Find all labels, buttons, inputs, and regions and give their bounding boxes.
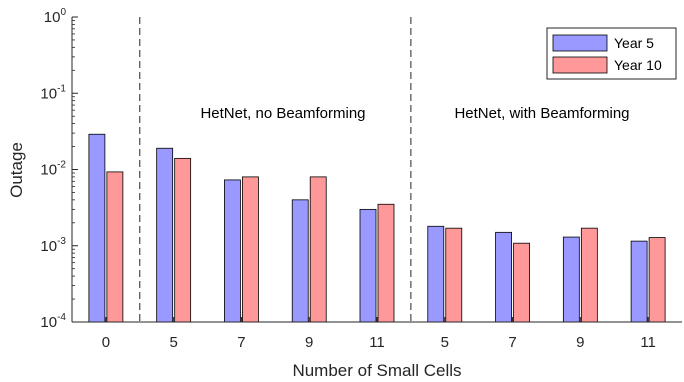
bar-year-10-8 <box>648 237 666 323</box>
bar-year-10-3 <box>309 176 327 323</box>
x-tick-label-2: 7 <box>237 334 245 351</box>
x-axis-label: Number of Small Cells <box>292 361 461 380</box>
legend-swatch-year-5 <box>552 34 608 52</box>
bar-year-5-0 <box>88 133 106 323</box>
x-tick-labels: 0 5 7 9 11 5 7 9 11 <box>102 334 656 351</box>
section-dividers <box>139 17 412 322</box>
x-tick-label-0: 0 <box>102 334 110 351</box>
bar-year-10-6 <box>513 242 530 323</box>
bar-year-5-1 <box>156 147 174 323</box>
x-tick-label-3: 9 <box>305 334 313 351</box>
x-tick-label-8: 11 <box>640 334 656 351</box>
bar-year-5-7 <box>562 236 580 323</box>
bar-year-5-8 <box>630 240 648 323</box>
bar-year-5-5 <box>427 225 445 323</box>
y-tick-label-1: 10-3 <box>40 236 66 255</box>
y-axis-label: Outage <box>7 142 26 198</box>
legend: Year 5 Year 10 <box>546 27 677 80</box>
bar-year-5-2 <box>224 179 241 323</box>
bar-year-10-0 <box>106 171 124 323</box>
x-tick-label-4: 11 <box>369 334 385 351</box>
y-tick-labels: 10-4 10-3 10-2 10-1 100 <box>40 7 66 331</box>
bars-group <box>88 133 666 323</box>
axes-group <box>71 16 682 323</box>
annotation-no-beamforming: HetNet, no Beamforming <box>200 105 365 122</box>
bar-year-10-5 <box>445 227 463 323</box>
bar-year-10-4 <box>377 203 395 323</box>
y-tick-label-3: 10-1 <box>40 83 66 102</box>
legend-label-year-5: Year 5 <box>614 35 654 51</box>
x-tick-label-1: 5 <box>169 334 177 351</box>
bar-year-5-3 <box>291 199 309 323</box>
y-tick-label-4: 100 <box>44 7 67 26</box>
bar-year-5-4 <box>359 208 377 323</box>
x-tick-label-7: 9 <box>576 334 584 351</box>
bar-year-10-7 <box>580 227 598 323</box>
y-tick-label-0: 10-4 <box>40 312 66 331</box>
x-tick-label-5: 5 <box>441 334 449 351</box>
bar-year-10-2 <box>242 176 259 323</box>
bar-year-10-1 <box>174 157 192 323</box>
legend-label-year-10: Year 10 <box>614 57 662 73</box>
y-tick-label-2: 10-2 <box>40 160 66 179</box>
annotation-with-beamforming: HetNet, with Beamforming <box>454 105 629 122</box>
legend-swatch-year-10 <box>552 56 608 74</box>
bar-year-5-6 <box>495 231 512 323</box>
x-tick-label-6: 7 <box>508 334 516 351</box>
